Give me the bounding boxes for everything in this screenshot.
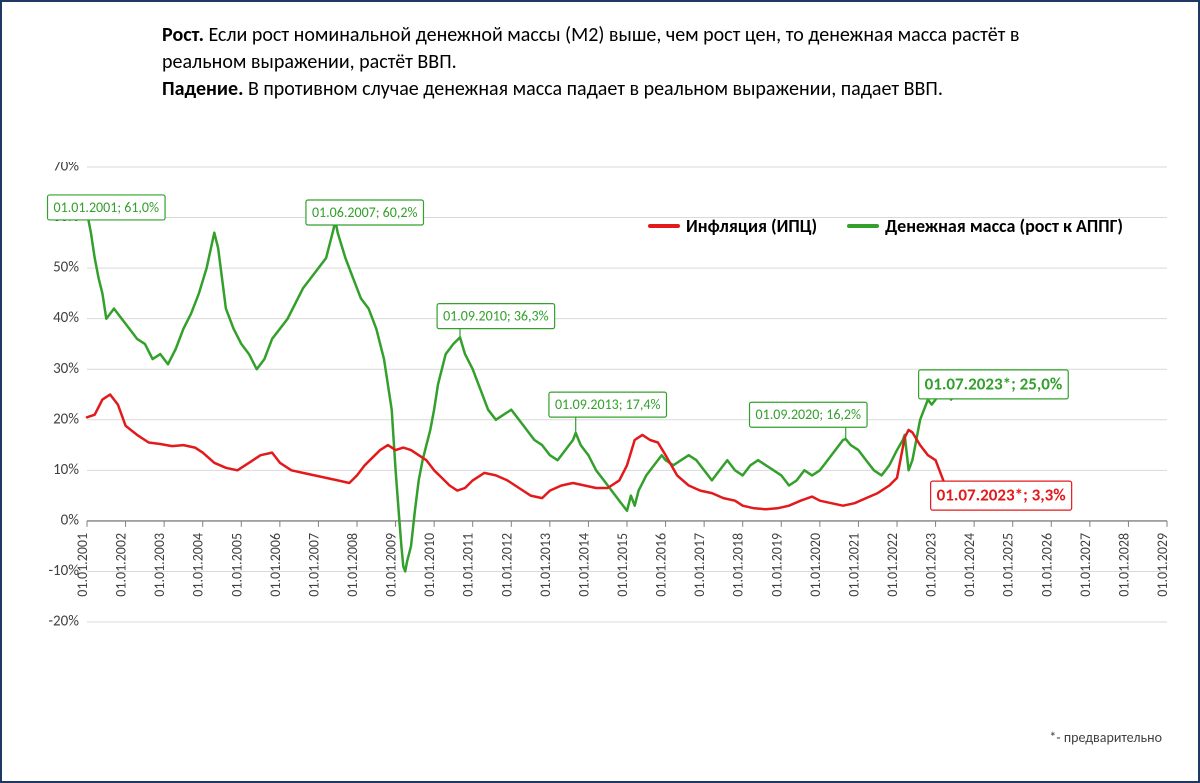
- svg-text:01.01.2010: 01.01.2010: [421, 533, 438, 597]
- svg-text:01.01.2006: 01.01.2006: [267, 533, 284, 597]
- svg-text:01.01.2021: 01.01.2021: [845, 533, 862, 597]
- svg-text:30%: 30%: [53, 360, 79, 378]
- svg-text:10%: 10%: [53, 461, 79, 479]
- svg-text:01.01.2008: 01.01.2008: [344, 533, 361, 597]
- header-bold-1: Рост.: [162, 23, 204, 47]
- svg-text:50%: 50%: [53, 259, 79, 277]
- svg-text:01.01.2001: 01.01.2001: [74, 533, 91, 597]
- svg-text:01.01.2024: 01.01.2024: [961, 533, 978, 597]
- svg-text:01.07.2023*; 25,0%: 01.07.2023*; 25,0%: [925, 374, 1063, 395]
- svg-text:01.01.2004: 01.01.2004: [190, 533, 207, 597]
- svg-text:01.01.2018: 01.01.2018: [730, 533, 747, 597]
- svg-text:01.01.2015: 01.01.2015: [614, 533, 631, 597]
- svg-text:01.01.2002: 01.01.2002: [113, 533, 130, 597]
- header-rest-1: Если рост номинальной денежной массы (М2…: [162, 23, 1019, 74]
- svg-text:*- предварительно: *- предварительно: [1049, 729, 1162, 746]
- svg-text:01.01.2007: 01.01.2007: [305, 533, 322, 597]
- svg-text:40%: 40%: [53, 309, 79, 327]
- header-bold-2: Падение.: [162, 77, 243, 101]
- svg-text:70%: 70%: [53, 162, 79, 176]
- svg-text:01.01.2020: 01.01.2020: [807, 533, 824, 597]
- svg-text:01.09.2010; 36,3%: 01.09.2010; 36,3%: [443, 307, 549, 324]
- svg-text:01.01.2023: 01.01.2023: [923, 533, 940, 597]
- svg-text:01.09.2020; 16,2%: 01.09.2020; 16,2%: [756, 406, 862, 423]
- svg-text:01.01.2028: 01.01.2028: [1115, 533, 1132, 597]
- svg-text:20%: 20%: [53, 410, 79, 428]
- svg-text:01.01.2025: 01.01.2025: [1000, 533, 1017, 597]
- svg-text:01.01.2022: 01.01.2022: [884, 533, 901, 597]
- svg-text:01.01.2011: 01.01.2011: [460, 533, 477, 597]
- svg-text:01.01.2012: 01.01.2012: [498, 533, 515, 597]
- svg-text:01.01.2014: 01.01.2014: [575, 533, 592, 597]
- chart-svg: -20%-10%0%10%20%30%40%50%60%70%01.01.200…: [32, 162, 1172, 752]
- svg-text:-20%: -20%: [48, 613, 79, 631]
- svg-text:01.01.2001; 61,0%: 01.01.2001; 61,0%: [54, 199, 160, 216]
- svg-text:01.01.2027: 01.01.2027: [1077, 533, 1094, 597]
- header-text: Рост. Если рост номинальной денежной мас…: [162, 22, 1062, 103]
- header-rest-2: В противном случае денежная масса падает…: [243, 77, 942, 101]
- svg-text:01.01.2019: 01.01.2019: [768, 533, 785, 597]
- svg-text:01.06.2007; 60,2%: 01.06.2007; 60,2%: [312, 204, 418, 221]
- svg-text:01.07.2023*; 3,3%: 01.07.2023*; 3,3%: [937, 485, 1066, 506]
- svg-text:01.01.2017: 01.01.2017: [691, 533, 708, 597]
- chart-area: -20%-10%0%10%20%30%40%50%60%70%01.01.200…: [32, 162, 1172, 752]
- svg-text:01.01.2013: 01.01.2013: [537, 533, 554, 597]
- svg-text:01.01.2003: 01.01.2003: [151, 533, 168, 597]
- svg-text:01.01.2029: 01.01.2029: [1154, 533, 1171, 597]
- chart-frame: Рост. Если рост номинальной денежной мас…: [0, 0, 1200, 783]
- svg-text:01.01.2005: 01.01.2005: [228, 533, 245, 597]
- svg-text:01.01.2016: 01.01.2016: [653, 533, 670, 597]
- svg-text:0%: 0%: [61, 511, 80, 529]
- svg-text:01.01.2009: 01.01.2009: [383, 533, 400, 597]
- svg-text:01.09.2013; 17,4%: 01.09.2013; 17,4%: [555, 396, 661, 413]
- svg-text:01.01.2026: 01.01.2026: [1038, 533, 1055, 597]
